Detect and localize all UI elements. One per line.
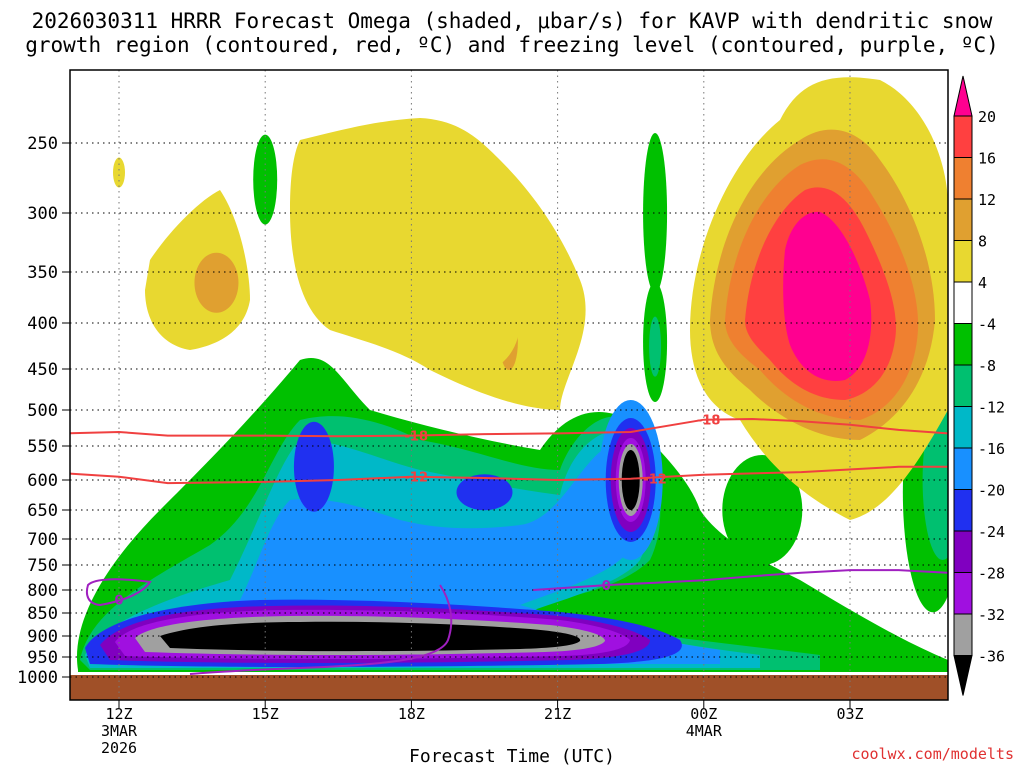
colorbar-swatch-8 [953,447,973,490]
colorbar-top-arrow [953,75,973,117]
contour-freezing-loop [85,578,152,607]
colorbar-label-10: -24 [978,523,1005,541]
x-tick-label-12-0: 12Z [105,705,132,723]
contour-freezing-lower [189,584,453,675]
omega-core-minus20-a [293,421,334,512]
contour-label-freezing-b: 0 [114,593,123,608]
colorbar-swatch-2 [953,198,973,241]
omega-band-max [160,621,581,652]
contour-label-minus18-b: -18 [697,414,721,429]
x-tick-label-24-0: 00Z [690,705,717,723]
contour-label-minus18-a: -18 [405,430,429,445]
colorbar-label-9: -20 [978,482,1005,500]
colorbar-swatch-3 [953,240,973,283]
colorbar-label-12: -32 [978,606,1005,624]
colorbar-swatch-0 [953,115,973,158]
contour-minus18-line [70,417,948,438]
colorbar: 20 16 12 8 4 -4 -8 -12 -16 -20 -24 -28 -32 -36 [953,75,1005,696]
colorbar-bottom-arrow [953,655,973,696]
y-tick-label-750: 750 [27,556,58,576]
colorbar-swatch-6 [953,364,973,407]
colorbar-label-2: 12 [978,191,996,209]
y-tick-label-400: 400 [27,314,58,334]
omega-column-23z-upper [643,133,668,293]
omega-cell-22z-core [621,450,640,510]
colorbar-swatch-4 [953,281,973,324]
contour-freezing-line [533,569,948,591]
x-tick-label-27-0: 03Z [836,705,863,723]
colorbar-swatch-1 [953,157,973,200]
y-tick-label-300: 300 [27,204,58,224]
contour-label-minus12-b: -12 [643,473,667,488]
colorbar-label-7: -12 [978,399,1005,417]
colorbar-label-0: 20 [978,108,996,126]
omega-column-15z [253,134,278,225]
colorbar-swatch-5 [953,323,973,366]
x-tick-label-21-0: 21Z [544,705,571,723]
colorbar-label-11: -28 [978,565,1005,583]
colorbar-label-3: 8 [978,233,987,251]
y-tick-label-850: 850 [27,604,58,624]
x-axis-label: Forecast Time (UTC) [409,746,615,767]
omega-sink-13z-core [194,252,239,313]
y-tick-label-950: 950 [27,648,58,668]
omega-sink-20z [429,273,520,373]
contour-minus12-line [70,465,948,485]
colorbar-label-5: -4 [978,316,996,334]
omega-sink-12z [113,157,125,188]
omega-column-23z-core [649,316,662,377]
colorbar-label-13: -36 [978,648,1005,666]
colorbar-swatch-11 [953,572,973,615]
colorbar-label-6: -8 [978,357,996,375]
y-tick-label-700: 700 [27,530,58,550]
colorbar-swatch-10 [953,530,973,573]
chart-title-line-1: 2026030311 HRRR Forecast Omega (shaded, … [31,9,993,33]
y-tick-label-800: 800 [27,581,58,601]
x-tick-label-12-2: 2026 [101,739,137,757]
y-axis: 250 300 350 400 450 500 550 600 650 700 750 800 850 9… [17,134,70,688]
y-tick-label-450: 450 [27,360,58,380]
colorbar-swatch-12 [953,613,973,656]
credit-link[interactable]: coolwx.com/modelts [851,745,1014,763]
contour-lines: -18 -18 -12 -12 0 0 [70,414,948,675]
omega-shading [70,77,948,700]
y-tick-label-500: 500 [27,401,58,421]
colorbar-swatch-7 [953,406,973,449]
contour-label-freezing-a: 0 [602,579,611,594]
x-tick-label-24-1: 4MAR [686,722,723,740]
omega-sink-east-20 [783,211,872,381]
omega-core-minus20-b [456,474,513,511]
y-tick-label-1000: 1000 [17,668,58,688]
colorbar-label-1: 16 [978,150,996,168]
x-tick-label-12-1: 3MAR [101,722,138,740]
ground-surface [70,675,948,700]
y-tick-label-600: 600 [27,471,58,491]
chart-title-line-2: growth region (contoured, red, ºC) and f… [25,33,999,57]
y-tick-label-350: 350 [27,263,58,283]
colorbar-swatch-9 [953,489,973,532]
y-tick-label-250: 250 [27,134,58,154]
y-tick-label-550: 550 [27,437,58,457]
colorbar-label-4: 4 [978,274,987,292]
x-tick-label-15-0: 15Z [252,705,279,723]
grid-lines [70,70,948,700]
x-tick-label-18-0: 18Z [398,705,425,723]
plot-frame [69,69,949,701]
y-tick-label-900: 900 [27,627,58,647]
colorbar-label-8: -16 [978,440,1005,458]
omega-region-01z [722,455,803,565]
y-tick-label-650: 650 [27,501,58,521]
contour-label-minus12-a: -12 [405,471,429,486]
